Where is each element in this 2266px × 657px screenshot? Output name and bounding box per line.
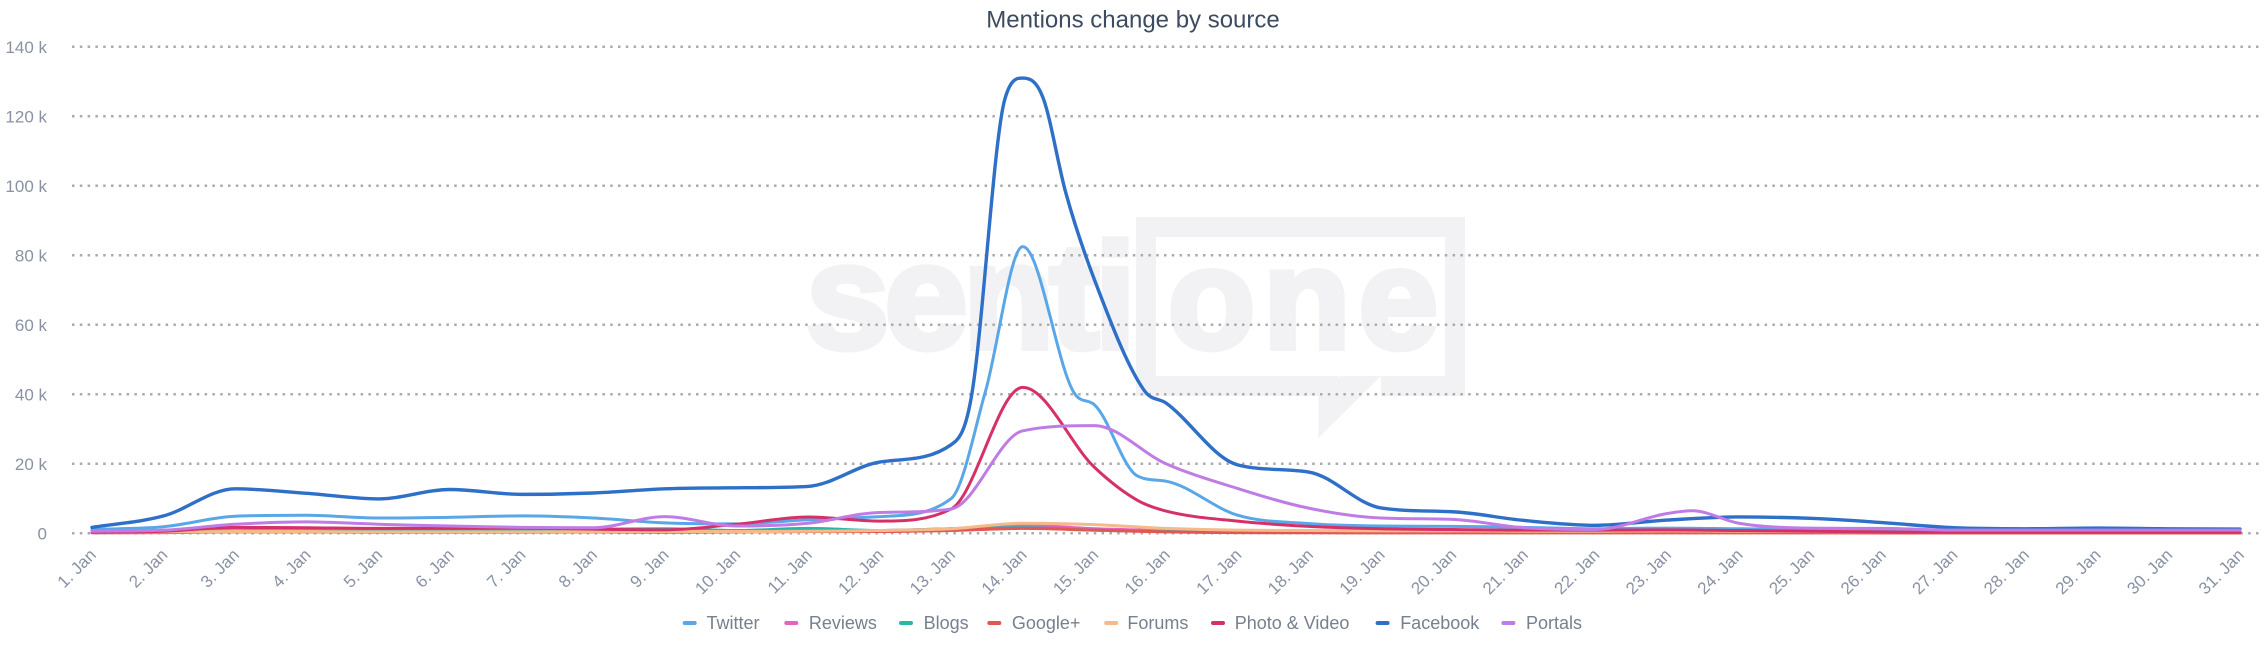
svg-text:Portals: Portals (1526, 613, 1582, 633)
svg-text:Photo & Video: Photo & Video (1235, 613, 1350, 633)
svg-text:Mentions change by source: Mentions change by source (986, 7, 1280, 34)
svg-text:Google+: Google+ (1012, 613, 1081, 633)
svg-text:Twitter: Twitter (707, 613, 760, 633)
svg-text:Facebook: Facebook (1400, 613, 1480, 633)
svg-text:senti: senti (806, 212, 1131, 380)
svg-text:Reviews: Reviews (809, 613, 877, 633)
svg-text:100 k: 100 k (5, 177, 47, 196)
svg-text:60 k: 60 k (15, 316, 48, 335)
svg-text:0: 0 (38, 524, 47, 543)
svg-text:80 k: 80 k (15, 246, 48, 265)
svg-text:Blogs: Blogs (924, 613, 969, 633)
svg-text:140 k: 140 k (5, 38, 47, 57)
svg-text:20 k: 20 k (15, 455, 48, 474)
svg-text:Forums: Forums (1127, 613, 1188, 633)
svg-text:40 k: 40 k (15, 385, 48, 404)
svg-text:120 k: 120 k (5, 107, 47, 126)
svg-text:one: one (1168, 220, 1446, 379)
